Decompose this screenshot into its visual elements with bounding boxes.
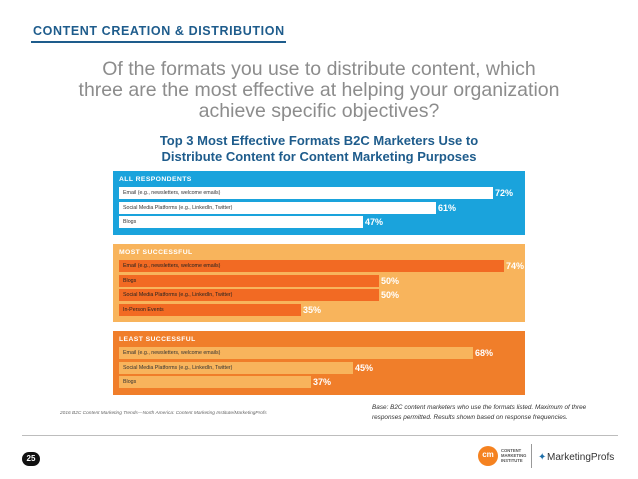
section-title-underline	[31, 41, 286, 43]
bar-value-label: 50%	[381, 275, 400, 286]
chart-title: Top 3 Most Effective Formats B2C Markete…	[90, 133, 548, 165]
footer-divider	[22, 435, 618, 436]
bar: Social Media Platforms (e.g., LinkedIn, …	[119, 289, 379, 301]
bar: Email (e.g., newsletters, welcome emails…	[119, 187, 493, 199]
chart-panel: ALL RESPONDENTS Email (e.g., newsletters,…	[113, 171, 525, 235]
cmi-logo: cm	[478, 446, 498, 466]
bar-category-label: Email (e.g., newsletters, welcome emails…	[123, 263, 221, 269]
bar-value-label: 37%	[313, 377, 332, 387]
cmi-logo-line: MARKETING	[501, 453, 527, 458]
bar-category-label: Blogs	[123, 277, 137, 284]
bar: Email (e.g., newsletters, welcome emails…	[119, 260, 504, 272]
bar: Blogs	[119, 274, 379, 287]
bar-value-label: 35%	[303, 304, 322, 315]
question-line: three are the most effective at helping …	[78, 79, 560, 101]
bar-value-label: 68%	[475, 348, 494, 358]
bar-value-label: 50%	[381, 290, 400, 300]
survey-question: Of the formats you use to distribute con…	[20, 59, 618, 122]
cmi-logo-line: CONTENT	[501, 448, 522, 453]
bar-value-label: 61%	[438, 202, 457, 213]
cmi-logo-letters: cm	[482, 450, 494, 459]
bird-icon: ✦	[538, 452, 547, 463]
chart-title-line: Distribute Content for Content Marketing…	[161, 149, 477, 164]
cmi-logo-text: CONTENT MARKETING INSTITUTE	[501, 448, 526, 463]
section-title: CONTENT CREATION & DISTRIBUTION	[33, 24, 285, 38]
bar-value-label: 47%	[365, 217, 384, 227]
bar: Blogs	[119, 376, 311, 388]
group-label: LEAST SUCCESSFUL	[119, 336, 196, 343]
bar-category-label: In-Person Events	[123, 306, 164, 313]
bar-category-label: Blogs	[123, 379, 137, 385]
bar-value-label: 72%	[495, 188, 514, 198]
bar: Social Media Platforms (e.g., LinkedIn, …	[119, 361, 353, 374]
bar: Social Media Platforms (e.g., LinkedIn, …	[119, 201, 436, 214]
base-note-line: responses permitted. Results shown based…	[372, 414, 568, 421]
bar-value-label: 74%	[506, 261, 525, 271]
logo-divider	[531, 444, 532, 468]
page-number: 25	[22, 452, 40, 466]
bar-category-label: Email (e.g., newsletters, welcome emails…	[123, 350, 221, 356]
cmi-logo-line: INSTITUTE	[501, 458, 523, 463]
base-note-line: Base: B2C content marketers who use the …	[372, 404, 587, 411]
chart-panel: MOST SUCCESSFUL Email (e.g., newsletters,…	[113, 244, 525, 322]
bar-category-label: Email (e.g., newsletters, welcome emails…	[123, 190, 221, 196]
bar: In-Person Events	[119, 303, 301, 316]
marketingprofs-logo: MarketingProfs	[547, 452, 615, 463]
question-line: Of the formats you use to distribute con…	[102, 58, 536, 80]
bar-category-label: Social Media Platforms (e.g., LinkedIn, …	[123, 364, 233, 371]
bar-category-label: Social Media Platforms (e.g., LinkedIn, …	[123, 292, 233, 298]
bar: Blogs	[119, 216, 363, 228]
source-note: 2016 B2C Content Marketing Trends—North …	[60, 411, 267, 416]
group-label: ALL RESPONDENTS	[119, 176, 192, 183]
bar-category-label: Social Media Platforms (e.g., LinkedIn, …	[123, 204, 233, 211]
question-line: achieve specific objectives?	[198, 100, 440, 122]
chart-title-line: Top 3 Most Effective Formats B2C Markete…	[159, 133, 479, 148]
bar-category-label: Blogs	[123, 219, 137, 225]
bar-value-label: 45%	[355, 362, 374, 373]
chart-panel: LEAST SUCCESSFUL Email (e.g., newsletters…	[113, 331, 525, 395]
base-note: Base: B2C content marketers who use the …	[372, 403, 604, 423]
bar: Email (e.g., newsletters, welcome emails…	[119, 347, 473, 359]
group-label: MOST SUCCESSFUL	[119, 249, 193, 256]
